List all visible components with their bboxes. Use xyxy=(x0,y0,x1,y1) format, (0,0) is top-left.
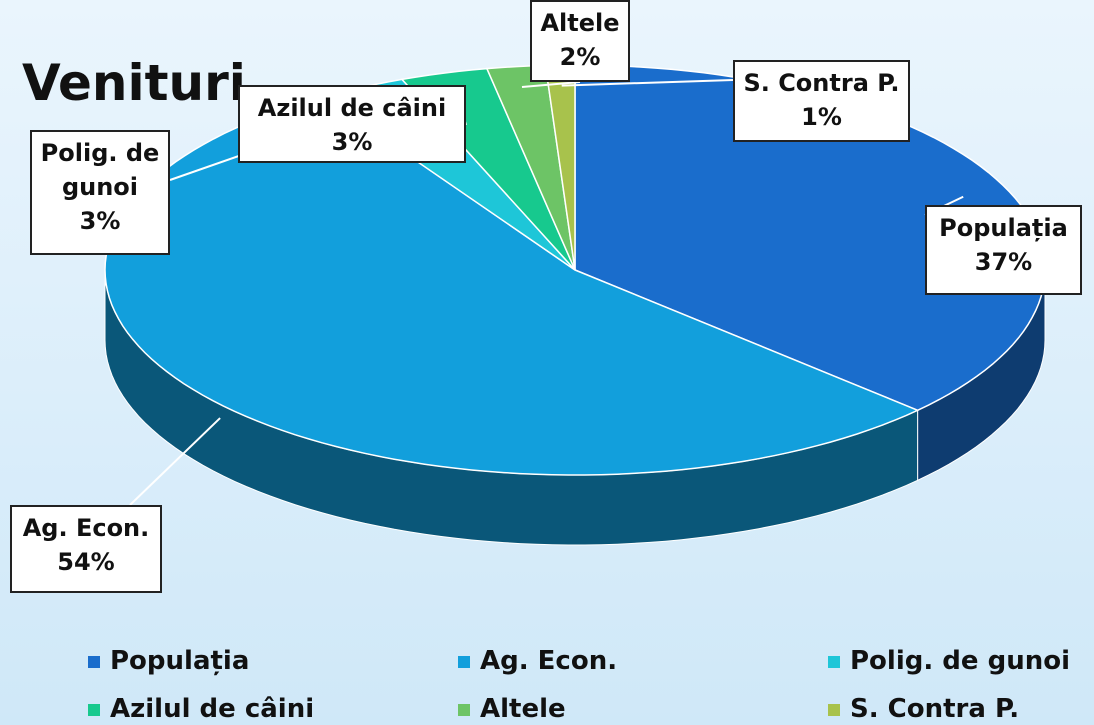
data-label-value: 3% xyxy=(79,207,121,235)
leader-line xyxy=(561,79,734,87)
legend-item: Azilul de câini xyxy=(88,694,314,724)
legend-item: Populația xyxy=(88,646,249,676)
legend-item: Ag. Econ. xyxy=(458,646,617,676)
data-label-value: 54% xyxy=(57,548,115,576)
legend-swatch xyxy=(828,703,840,716)
data-label-value: 1% xyxy=(801,103,842,131)
data-label-name: Altele xyxy=(540,9,620,37)
data-label: Polig. de gunoi 3% xyxy=(30,130,170,255)
data-label-value: 3% xyxy=(331,128,373,156)
data-label: Altele 2% xyxy=(530,0,630,82)
data-label-name: Azilul de câini xyxy=(257,94,447,122)
leader-line xyxy=(129,417,221,506)
data-label-name: Polig. de gunoi xyxy=(40,139,160,201)
data-label: Azilul de câini 3% xyxy=(238,85,466,163)
legend-label: Altele xyxy=(480,694,566,724)
legend-label: Ag. Econ. xyxy=(480,646,618,676)
legend-item: Polig. de gunoi xyxy=(828,646,1070,676)
data-label-value: 2% xyxy=(559,43,601,71)
legend-label: S. Contra P. xyxy=(850,694,1020,724)
legend-label: Polig. de gunoi xyxy=(850,646,1070,676)
legend-item: Altele xyxy=(458,694,566,724)
legend-label: Populația xyxy=(110,646,250,676)
legend-swatch xyxy=(88,655,100,668)
data-label: Populația 37% xyxy=(925,205,1082,295)
data-label-name: S. Contra P. xyxy=(743,69,900,97)
legend-swatch xyxy=(458,703,470,716)
data-label: S. Contra P. 1% xyxy=(733,60,910,142)
legend-label: Azilul de câini xyxy=(110,694,315,724)
leader-line xyxy=(521,81,581,88)
data-label: Ag. Econ. 54% xyxy=(10,505,162,593)
data-label-name: Ag. Econ. xyxy=(22,514,150,542)
legend-item: S. Contra P. xyxy=(828,694,1019,724)
data-label-value: 37% xyxy=(974,248,1033,276)
legend-swatch xyxy=(88,703,100,716)
legend-swatch xyxy=(828,655,840,668)
data-label-name: Populația xyxy=(939,214,1068,242)
chart-title: Venituri xyxy=(22,54,246,112)
legend-swatch xyxy=(458,655,470,668)
